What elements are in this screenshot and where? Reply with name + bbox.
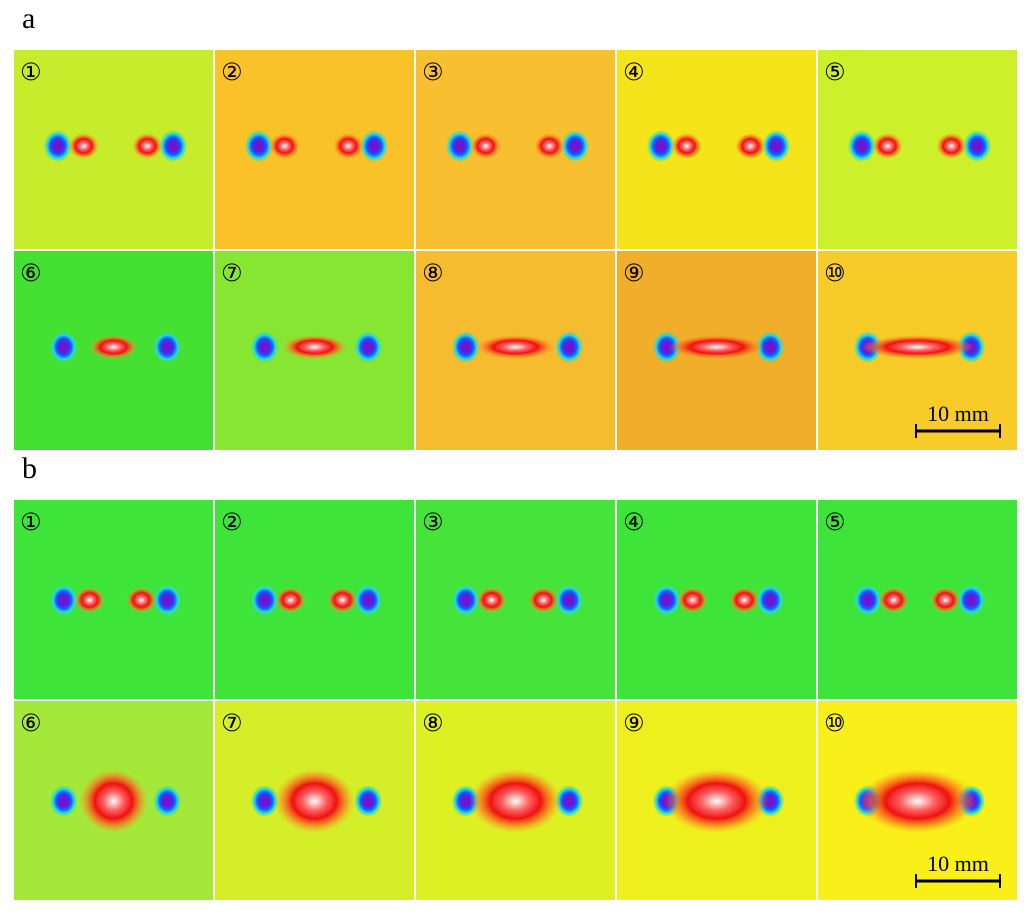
red-spot: [89, 335, 138, 359]
red-spot: [735, 133, 766, 159]
red-spot: [671, 133, 702, 159]
tile-label: ⑤: [824, 508, 846, 536]
red-spot: [274, 769, 355, 833]
blue-spot: [963, 130, 992, 162]
red-spot: [79, 769, 148, 833]
tile: [617, 500, 816, 699]
tile-label: ⑨: [623, 259, 645, 287]
red-spot: [476, 587, 507, 613]
tile-label: ②: [221, 508, 243, 536]
tile-label: ⑥: [20, 709, 42, 737]
red-spot: [668, 335, 765, 359]
red-spot: [930, 587, 961, 613]
red-spot: [132, 133, 163, 159]
blue-spot: [451, 331, 480, 363]
red-spot: [859, 769, 976, 833]
blue-spot: [354, 331, 383, 363]
red-spot: [275, 587, 306, 613]
tile-label: ⑩: [824, 709, 846, 737]
blue-spot: [244, 130, 273, 162]
blue-spot: [762, 130, 791, 162]
red-spot: [528, 587, 559, 613]
blue-spot: [957, 584, 986, 616]
blue-spot: [250, 584, 279, 616]
tile-label: ⑨: [623, 709, 645, 737]
red-spot: [282, 335, 347, 359]
tile-label: ①: [20, 58, 42, 86]
blue-spot: [43, 130, 72, 162]
blue-spot: [159, 130, 188, 162]
blue-spot: [561, 130, 590, 162]
tile-label: ③: [422, 58, 444, 86]
scale-label: 10 mm: [927, 401, 989, 426]
blue-spot: [445, 130, 474, 162]
blue-spot: [153, 785, 182, 817]
blue-spot: [756, 331, 785, 363]
red-spot: [534, 133, 565, 159]
red-spot: [677, 587, 708, 613]
tile: [416, 500, 615, 699]
tile: [818, 500, 1017, 699]
blue-spot: [153, 331, 182, 363]
blue-spot: [555, 785, 584, 817]
red-spot: [269, 133, 300, 159]
blue-spot: [49, 331, 78, 363]
blue-spot: [354, 785, 383, 817]
panel-label: a: [22, 2, 35, 35]
red-spot: [333, 133, 364, 159]
red-spot: [469, 769, 562, 833]
tile-label: ⑧: [422, 709, 444, 737]
tile-label: ③: [422, 508, 444, 536]
blue-spot: [153, 584, 182, 616]
red-spot: [475, 335, 556, 359]
tile: [14, 500, 213, 699]
tile-label: ⑥: [20, 259, 42, 287]
red-spot: [74, 587, 105, 613]
blue-spot: [451, 584, 480, 616]
tile-label: ①: [20, 508, 42, 536]
tile-label: ⑩: [824, 259, 846, 287]
red-spot: [327, 587, 358, 613]
blue-spot: [360, 130, 389, 162]
blue-spot: [250, 785, 279, 817]
tile-label: ⑤: [824, 58, 846, 86]
blue-spot: [853, 584, 882, 616]
red-spot: [729, 587, 760, 613]
blue-spot: [646, 130, 675, 162]
scale-label: 10 mm: [927, 851, 989, 876]
tile-label: ⑧: [422, 259, 444, 287]
red-spot: [68, 133, 99, 159]
tile-label: ④: [623, 58, 645, 86]
red-spot: [878, 587, 909, 613]
blue-spot: [49, 785, 78, 817]
blue-spot: [652, 331, 681, 363]
panel-label: b: [22, 452, 37, 485]
blue-spot: [49, 584, 78, 616]
red-spot: [470, 133, 501, 159]
tile: [215, 500, 414, 699]
blue-spot: [847, 130, 876, 162]
tile-label: ⑦: [221, 259, 243, 287]
red-spot: [861, 335, 974, 359]
red-spot: [872, 133, 903, 159]
tile-label: ④: [623, 508, 645, 536]
blue-spot: [756, 584, 785, 616]
blue-spot: [555, 331, 584, 363]
red-spot: [126, 587, 157, 613]
blue-spot: [555, 584, 584, 616]
blue-spot: [250, 331, 279, 363]
tile-label: ⑦: [221, 709, 243, 737]
red-spot: [936, 133, 967, 159]
tile-label: ②: [221, 58, 243, 86]
red-spot: [664, 769, 769, 833]
blue-spot: [652, 584, 681, 616]
blue-spot: [354, 584, 383, 616]
